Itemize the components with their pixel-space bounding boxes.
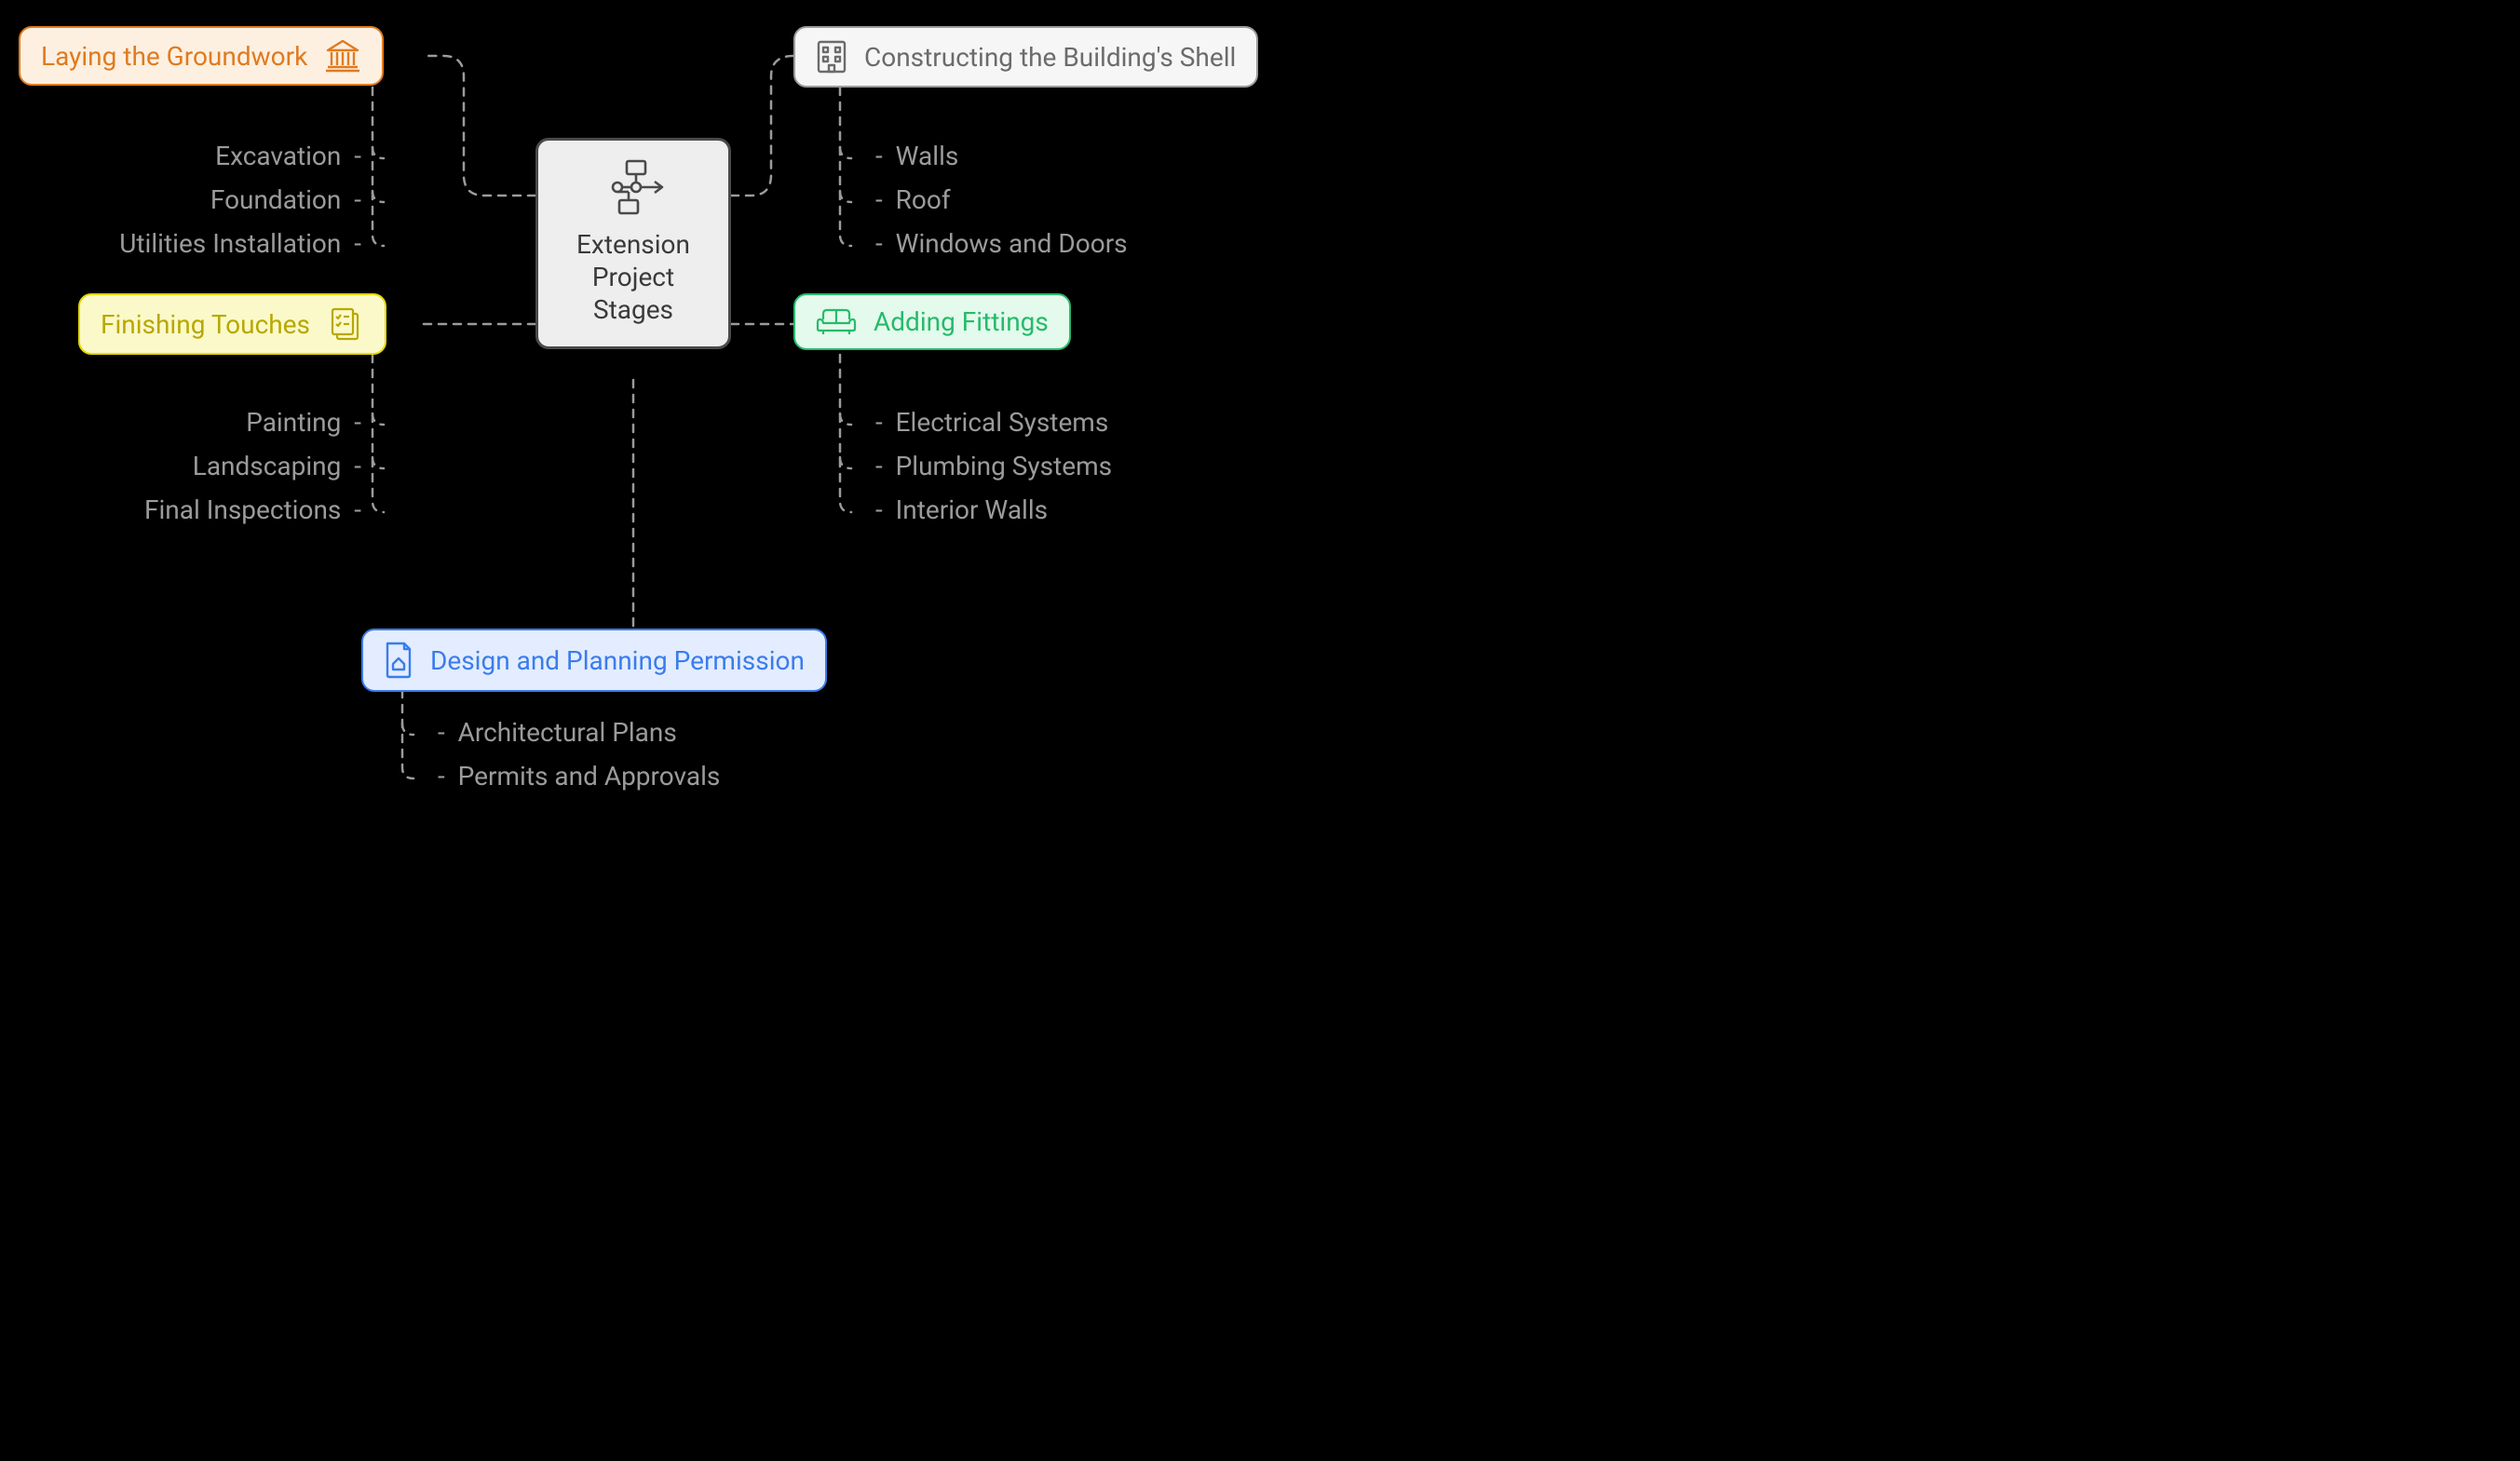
center-node: Extension Project Stages <box>535 138 731 349</box>
connectors-layer <box>0 0 1442 836</box>
sub-item: Excavation - <box>215 141 361 171</box>
branch-groundwork: Laying the Groundwork <box>19 26 384 86</box>
branch-label: Laying the Groundwork <box>41 41 307 72</box>
branch-label: Constructing the Building's Shell <box>864 42 1236 73</box>
sub-item: - Windows and Doors <box>875 228 1128 259</box>
flow-icon <box>599 159 668 215</box>
sub-item: - Walls <box>875 141 958 171</box>
branch-label: Adding Fittings <box>874 306 1049 337</box>
sub-item: - Architectural Plans <box>438 717 677 748</box>
bank-icon <box>324 39 361 73</box>
building-icon <box>816 39 847 74</box>
sub-item: Utilities Installation - <box>119 228 361 259</box>
sofa-icon <box>816 308 857 336</box>
branch-label: Design and Planning Permission <box>430 645 805 676</box>
sub-item: - Electrical Systems <box>875 407 1108 438</box>
branch-fittings: Adding Fittings <box>793 293 1071 350</box>
sub-item: - Interior Walls <box>875 494 1048 525</box>
sub-item: - Plumbing Systems <box>875 451 1112 481</box>
branch-design: Design and Planning Permission <box>361 629 827 692</box>
sub-item: - Permits and Approvals <box>438 761 720 791</box>
sub-item: Landscaping - <box>193 451 361 481</box>
sub-item: Final Inspections - <box>144 494 361 525</box>
branch-shell: Constructing the Building's Shell <box>793 26 1258 88</box>
center-label: Extension Project Stages <box>551 228 715 326</box>
branch-finishing: Finishing Touches <box>78 293 386 355</box>
sub-item: - Roof <box>875 184 951 215</box>
file-home-icon <box>384 642 413 679</box>
mindmap-canvas: Extension Project Stages Laying the Grou… <box>0 0 1442 836</box>
sub-item: Foundation - <box>210 184 361 215</box>
sub-item: Painting - <box>246 407 361 438</box>
checklist-icon <box>327 306 364 342</box>
branch-label: Finishing Touches <box>101 309 310 340</box>
